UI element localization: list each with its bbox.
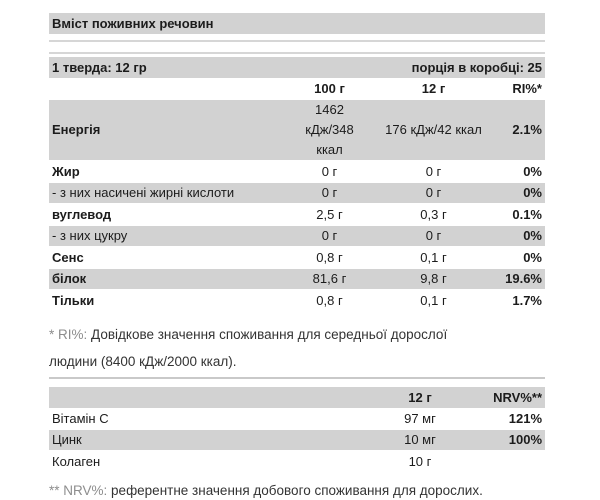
col-header-ri: RI%* <box>512 80 542 96</box>
nutrient-row: Тільки 0,8 г 0,1 г 1.7% <box>49 290 545 311</box>
nutrient-row: Жир 0 г 0 г 0% <box>49 161 545 182</box>
col-header-12g-2: 12 г <box>408 389 432 405</box>
value-per-100g: 1462 кДж/348 ккал <box>305 102 354 157</box>
micronutrient-row: Вітамін C 97 мг 121% <box>49 408 545 429</box>
nutrient-row: - з них насичені жирні кислоти 0 г 0 г 0% <box>49 182 545 204</box>
value-per-12g: 0 г <box>425 185 442 200</box>
ri-footnote-prefix: * RI%: <box>49 327 88 342</box>
nutrient-label: Енергія <box>52 122 101 137</box>
ri-percent-value: 2.1% <box>512 122 542 137</box>
value-per-12g: 0,1 г <box>420 249 447 265</box>
nutrient-row: білок 81,6 г 9,8 г 19.6% <box>49 268 545 290</box>
panel-title-bar: Вміст поживних речовин <box>49 13 545 34</box>
serving-header-bar: 1 тверда: 12 гр порція в коробці: 25 <box>49 57 545 78</box>
value-per-100g: 0 г <box>321 163 338 179</box>
ri-percent-value: 0% <box>523 163 542 179</box>
nutrient-label: - з них цукру <box>52 228 128 243</box>
col-header-100g: 100 г <box>314 80 345 96</box>
nutrient-label: Жир <box>52 163 80 179</box>
nutrient-label: - з них насичені жирні кислоти <box>52 185 235 200</box>
value-per-12g: 10 мг <box>404 432 436 447</box>
value-per-12g: 9,8 г <box>420 271 447 286</box>
servings-per-box-label: порція в коробці: 25 <box>411 60 542 75</box>
ri-percent-value: 0% <box>523 185 542 200</box>
nutrient-row: Сенс 0,8 г 0,1 г 0% <box>49 247 545 268</box>
value-per-100g: 0 г <box>321 185 338 200</box>
divider-single <box>49 377 545 379</box>
nrv-footnote: ** NRV%: референтне значення добового сп… <box>49 477 545 500</box>
nutrient-row: Енергія 1462 кДж/348 ккал 176 кДж/42 ккал 2… <box>49 99 545 161</box>
micronutrient-table: Вітамін C 97 мг 121% Цинк 10 мг 100% Колаген 10… <box>49 408 545 472</box>
value-per-12g: 0 г <box>425 228 442 243</box>
column-header-row: 100 г 12 г RI%* <box>49 78 545 99</box>
value-per-100g: 0,8 г <box>316 292 343 308</box>
ri-footnote-text: Довідкове значення споживання для середн… <box>49 327 448 369</box>
nutrient-row: - з них цукру 0 г 0 г 0% <box>49 225 545 247</box>
value-per-100g: 0,8 г <box>316 249 343 265</box>
nrv-footnote-text: референтне значення добового споживання … <box>111 483 483 498</box>
value-per-12g: 176 кДж/42 ккал <box>385 122 482 137</box>
nutrition-panel: Вміст поживних речовин 1 тверда: 12 гр п… <box>49 0 545 500</box>
ri-percent-value: 0% <box>523 228 542 243</box>
value-per-12g: 0,3 г <box>420 206 447 222</box>
value-per-12g: 97 мг <box>404 410 436 426</box>
micronutrient-row: Цинк 10 мг 100% <box>49 429 545 451</box>
ri-percent-value: 0% <box>523 249 542 265</box>
macronutrient-table: Енергія 1462 кДж/348 ккал 176 кДж/42 ккал 2… <box>49 99 545 311</box>
col-header-nrv: NRV%** <box>493 389 542 405</box>
serving-size-label: 1 тверда: 12 гр <box>52 60 147 75</box>
nrv-percent-value: 121% <box>508 410 542 426</box>
nutrient-label: вуглевод <box>52 206 112 222</box>
ri-footnote: * RI%: Довідкове значення споживання для… <box>49 321 454 375</box>
value-per-12g: 0 г <box>425 163 442 179</box>
nrv-footnote-prefix: ** NRV%: <box>49 483 108 498</box>
micronutrient-label: Цинк <box>52 432 82 447</box>
micronutrient-label: Вітамін C <box>52 410 109 426</box>
value-per-100g: 0 г <box>321 228 338 243</box>
micronutrient-row: Колаген 10 г <box>49 451 545 472</box>
value-per-12g: 10 г <box>408 453 432 469</box>
micronutrient-header-row: 12 г NRV%** <box>49 387 545 408</box>
nrv-percent-value: 100% <box>508 432 542 447</box>
nutrient-label: білок <box>52 271 87 286</box>
nutrient-row: вуглевод 2,5 г 0,3 г 0.1% <box>49 204 545 225</box>
micronutrient-label: Колаген <box>52 453 101 469</box>
divider-double <box>49 40 545 54</box>
value-per-100g: 81,6 г <box>312 271 347 286</box>
ri-percent-value: 0.1% <box>512 206 542 222</box>
ri-percent-value: 1.7% <box>512 292 542 308</box>
nutrient-label: Тільки <box>52 292 95 308</box>
value-per-12g: 0,1 г <box>420 292 447 308</box>
panel-title: Вміст поживних речовин <box>52 16 214 31</box>
ri-percent-value: 19.6% <box>505 271 542 286</box>
value-per-100g: 2,5 г <box>316 206 343 222</box>
col-header-12g: 12 г <box>421 80 446 96</box>
nutrient-label: Сенс <box>52 249 84 265</box>
